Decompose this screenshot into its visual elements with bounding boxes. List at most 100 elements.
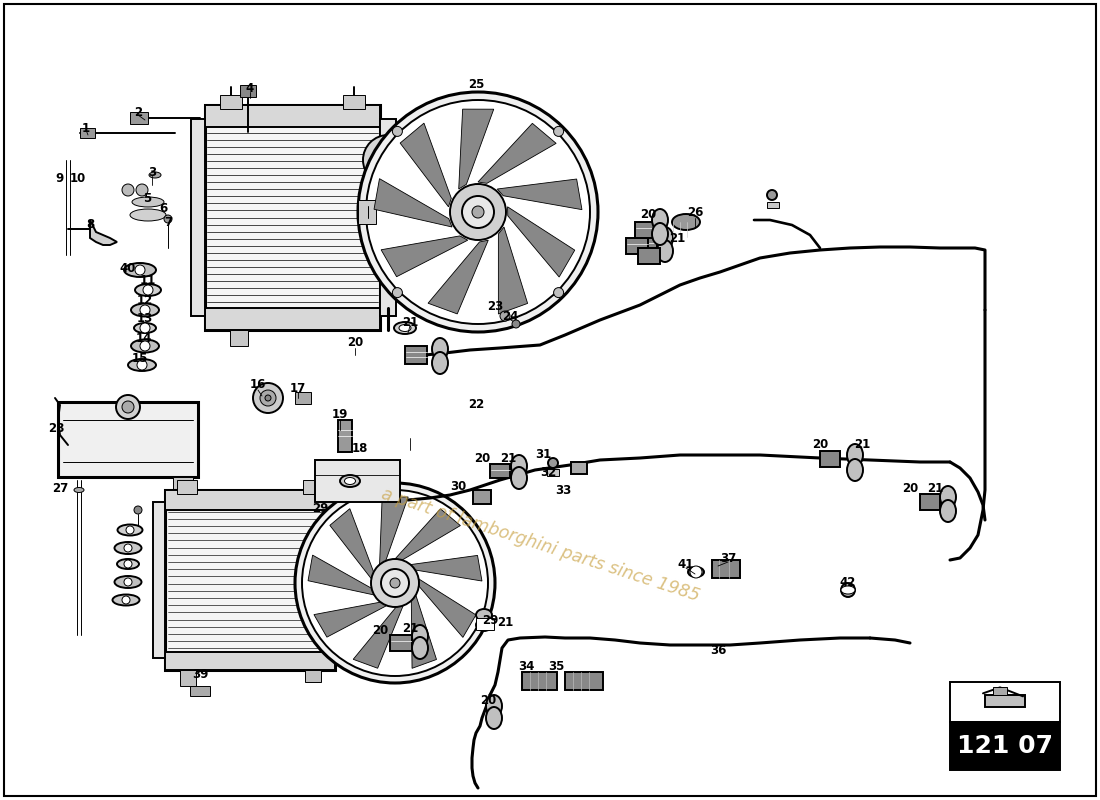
Ellipse shape — [131, 339, 160, 353]
Text: 21: 21 — [854, 438, 870, 451]
Circle shape — [134, 506, 142, 514]
Text: 20: 20 — [480, 694, 496, 706]
Ellipse shape — [688, 567, 704, 577]
Polygon shape — [395, 509, 461, 560]
Ellipse shape — [512, 455, 527, 477]
Ellipse shape — [652, 223, 668, 245]
Circle shape — [116, 395, 140, 419]
Circle shape — [140, 341, 150, 351]
Polygon shape — [410, 555, 482, 581]
Bar — [240, 85, 256, 97]
Bar — [358, 200, 376, 224]
Ellipse shape — [412, 625, 428, 647]
Text: 121 07: 121 07 — [957, 734, 1053, 758]
Bar — [58, 402, 198, 477]
Ellipse shape — [512, 467, 527, 489]
Bar — [950, 682, 1060, 722]
Circle shape — [390, 578, 400, 588]
Circle shape — [140, 323, 150, 333]
Bar — [379, 119, 396, 316]
Bar — [305, 670, 321, 682]
Bar — [205, 308, 380, 330]
Circle shape — [126, 526, 134, 534]
Text: 26: 26 — [686, 206, 703, 219]
Bar — [547, 469, 559, 476]
Ellipse shape — [940, 486, 956, 508]
Bar — [767, 202, 779, 208]
Circle shape — [140, 305, 150, 315]
Bar — [80, 128, 95, 138]
Text: 12: 12 — [136, 294, 153, 306]
Polygon shape — [419, 579, 476, 638]
Bar — [165, 652, 336, 670]
Text: 3: 3 — [147, 166, 156, 178]
Ellipse shape — [134, 323, 156, 333]
Circle shape — [371, 559, 419, 607]
Polygon shape — [498, 227, 528, 314]
Text: 40: 40 — [120, 262, 136, 274]
Bar — [165, 490, 336, 670]
Bar — [173, 477, 192, 491]
Text: 37: 37 — [719, 551, 736, 565]
Ellipse shape — [432, 338, 448, 360]
Ellipse shape — [148, 172, 161, 178]
Text: 41: 41 — [678, 558, 694, 571]
Circle shape — [253, 383, 283, 413]
Bar — [343, 95, 365, 109]
Circle shape — [472, 206, 484, 218]
Text: 1: 1 — [81, 122, 90, 134]
Text: 21: 21 — [499, 451, 516, 465]
Text: 18: 18 — [352, 442, 368, 454]
Polygon shape — [90, 220, 117, 245]
Text: 39: 39 — [191, 667, 208, 681]
Ellipse shape — [132, 197, 164, 207]
Bar — [390, 635, 412, 651]
Bar — [405, 346, 427, 364]
Bar — [473, 490, 491, 504]
Polygon shape — [400, 123, 451, 206]
Circle shape — [553, 288, 563, 298]
Circle shape — [295, 483, 495, 683]
Circle shape — [450, 184, 506, 240]
Circle shape — [553, 126, 563, 136]
Bar — [522, 672, 557, 690]
Bar — [130, 112, 148, 124]
Text: 36: 36 — [710, 643, 726, 657]
Polygon shape — [411, 595, 437, 668]
Bar — [190, 686, 210, 696]
Text: 42: 42 — [839, 575, 856, 589]
Circle shape — [690, 566, 702, 578]
Text: 5: 5 — [143, 191, 151, 205]
Bar — [635, 222, 654, 238]
Text: 22: 22 — [468, 398, 484, 411]
Bar — [950, 722, 1060, 770]
Ellipse shape — [340, 475, 360, 487]
Text: 28: 28 — [47, 422, 64, 434]
Bar — [571, 462, 587, 474]
Ellipse shape — [124, 263, 156, 277]
Circle shape — [122, 596, 130, 604]
Polygon shape — [353, 606, 404, 668]
Text: 20: 20 — [640, 209, 656, 222]
Circle shape — [358, 92, 598, 332]
Text: 29: 29 — [311, 502, 328, 514]
Bar — [626, 238, 648, 254]
Bar — [153, 502, 165, 658]
Text: 9: 9 — [56, 171, 64, 185]
Ellipse shape — [74, 487, 84, 493]
Text: a part of lamborghini parts since 1985: a part of lamborghini parts since 1985 — [378, 485, 702, 605]
Circle shape — [363, 135, 412, 185]
Bar — [984, 695, 1025, 707]
Text: 4: 4 — [246, 82, 254, 94]
Bar — [230, 330, 248, 346]
Circle shape — [393, 288, 403, 298]
Text: 14: 14 — [135, 331, 152, 345]
Polygon shape — [478, 123, 557, 183]
Ellipse shape — [486, 695, 502, 717]
Bar — [637, 237, 657, 253]
Bar — [220, 95, 242, 109]
Polygon shape — [330, 509, 374, 579]
Circle shape — [260, 390, 276, 406]
Circle shape — [381, 569, 409, 597]
Ellipse shape — [847, 444, 864, 466]
